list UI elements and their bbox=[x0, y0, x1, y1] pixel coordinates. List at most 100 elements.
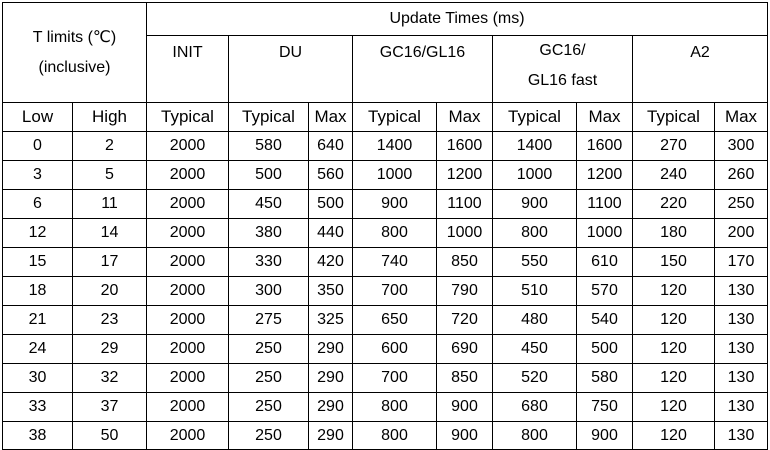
du-typical-header: Typical bbox=[228, 102, 309, 132]
mode-gc16-gl16-fast-header: GC16/ GL16 fast bbox=[492, 35, 633, 103]
table-cell: 32 bbox=[72, 363, 147, 393]
table-cell: 290 bbox=[308, 334, 353, 364]
table-cell: 1600 bbox=[436, 131, 493, 161]
table-cell: 560 bbox=[308, 160, 353, 190]
table-cell: 900 bbox=[436, 392, 493, 422]
table-row: 21 23 2000 275 325 650 720 480 540 120 1… bbox=[2, 305, 769, 335]
table-cell: 21 bbox=[2, 305, 73, 335]
table-cell: 900 bbox=[576, 421, 633, 450]
gc16-typical-header: Typical bbox=[352, 102, 437, 132]
table-cell: 900 bbox=[492, 189, 577, 219]
gc16-fast-typical-header: Typical bbox=[492, 102, 577, 132]
table-row: 15 17 2000 330 420 740 850 550 610 150 1… bbox=[2, 247, 769, 277]
table-cell: 2000 bbox=[146, 218, 229, 248]
table-cell: 1200 bbox=[436, 160, 493, 190]
table-cell: 120 bbox=[632, 334, 715, 364]
table-cell: 2000 bbox=[146, 363, 229, 393]
table-cell: 540 bbox=[576, 305, 633, 335]
mode-du-header: DU bbox=[228, 35, 353, 103]
table-cell: 11 bbox=[72, 189, 147, 219]
table-cell: 850 bbox=[436, 247, 493, 277]
table-cell: 800 bbox=[492, 421, 577, 450]
table-cell: 520 bbox=[492, 363, 577, 393]
high-header: High bbox=[72, 102, 147, 132]
table-cell: 1400 bbox=[492, 131, 577, 161]
table-cell: 120 bbox=[632, 421, 715, 450]
table-cell: 2000 bbox=[146, 189, 229, 219]
table-cell: 2000 bbox=[146, 421, 229, 450]
table-cell: 290 bbox=[308, 363, 353, 393]
table-cell: 220 bbox=[632, 189, 715, 219]
table-cell: 610 bbox=[576, 247, 633, 277]
table-cell: 690 bbox=[436, 334, 493, 364]
table-cell: 570 bbox=[576, 276, 633, 306]
table-cell: 275 bbox=[228, 305, 309, 335]
table-cell: 2 bbox=[72, 131, 147, 161]
table-cell: 0 bbox=[2, 131, 73, 161]
table-cell: 24 bbox=[2, 334, 73, 364]
table-row: 30 32 2000 250 290 700 850 520 580 120 1… bbox=[2, 363, 769, 393]
mode-init-header: INIT bbox=[146, 35, 229, 103]
table-cell: 50 bbox=[72, 421, 147, 450]
table-cell: 325 bbox=[308, 305, 353, 335]
table-cell: 12 bbox=[2, 218, 73, 248]
table-cell: 1000 bbox=[576, 218, 633, 248]
table-cell: 2000 bbox=[146, 392, 229, 422]
table-cell: 23 bbox=[72, 305, 147, 335]
table-cell: 2000 bbox=[146, 276, 229, 306]
table-cell: 580 bbox=[576, 363, 633, 393]
table-cell: 380 bbox=[228, 218, 309, 248]
table-cell: 580 bbox=[228, 131, 309, 161]
table-cell: 550 bbox=[492, 247, 577, 277]
table-row: 24 29 2000 250 290 600 690 450 500 120 1… bbox=[2, 334, 769, 364]
table-cell: 1000 bbox=[436, 218, 493, 248]
table-cell: 130 bbox=[713, 421, 769, 450]
inclusive-label: (inclusive) bbox=[38, 58, 111, 76]
gc16-fast-line2: GL16 fast bbox=[527, 72, 598, 89]
table-cell: 2000 bbox=[146, 305, 229, 335]
table-cell: 260 bbox=[713, 160, 769, 190]
low-header: Low bbox=[2, 102, 73, 132]
table-cell: 420 bbox=[308, 247, 353, 277]
table-cell: 38 bbox=[2, 421, 73, 450]
table-cell: 3 bbox=[2, 160, 73, 190]
table-cell: 800 bbox=[352, 421, 437, 450]
table-cell: 500 bbox=[308, 189, 353, 219]
table-cell: 200 bbox=[713, 218, 769, 248]
table-cell: 30 bbox=[2, 363, 73, 393]
table-cell: 640 bbox=[308, 131, 353, 161]
update-times-header: Update Times (ms) bbox=[145, 2, 769, 36]
table-cell: 120 bbox=[632, 305, 715, 335]
a2-typical-header: Typical bbox=[632, 102, 715, 132]
table-cell: 750 bbox=[576, 392, 633, 422]
table-cell: 850 bbox=[436, 363, 493, 393]
table-cell: 450 bbox=[228, 189, 309, 219]
table-row: 38 50 2000 250 290 800 900 800 900 120 1… bbox=[2, 421, 769, 450]
table-cell: 500 bbox=[228, 160, 309, 190]
table-cell: 290 bbox=[308, 392, 353, 422]
table-cell: 450 bbox=[492, 334, 577, 364]
table-cell: 250 bbox=[228, 421, 309, 450]
table-cell: 150 bbox=[632, 247, 715, 277]
table-cell: 250 bbox=[228, 392, 309, 422]
table-cell: 350 bbox=[308, 276, 353, 306]
gc16-fast-line1: GC16/ bbox=[539, 42, 586, 59]
table-cell: 650 bbox=[352, 305, 437, 335]
a2-max-header: Max bbox=[713, 102, 769, 132]
table-cell: 800 bbox=[352, 392, 437, 422]
mode-a2-header: A2 bbox=[631, 35, 769, 103]
table-cell: 250 bbox=[228, 334, 309, 364]
table-cell: 480 bbox=[492, 305, 577, 335]
table-cell: 510 bbox=[492, 276, 577, 306]
table-cell: 330 bbox=[228, 247, 309, 277]
table-cell: 170 bbox=[713, 247, 769, 277]
table-cell: 14 bbox=[72, 218, 147, 248]
du-max-header: Max bbox=[308, 102, 353, 132]
table-cell: 240 bbox=[632, 160, 715, 190]
table-cell: 1600 bbox=[576, 131, 633, 161]
table-cell: 700 bbox=[352, 363, 437, 393]
init-typical-header: Typical bbox=[146, 102, 229, 132]
table-cell: 120 bbox=[632, 276, 715, 306]
table-cell: 130 bbox=[713, 276, 769, 306]
table-cell: 600 bbox=[352, 334, 437, 364]
